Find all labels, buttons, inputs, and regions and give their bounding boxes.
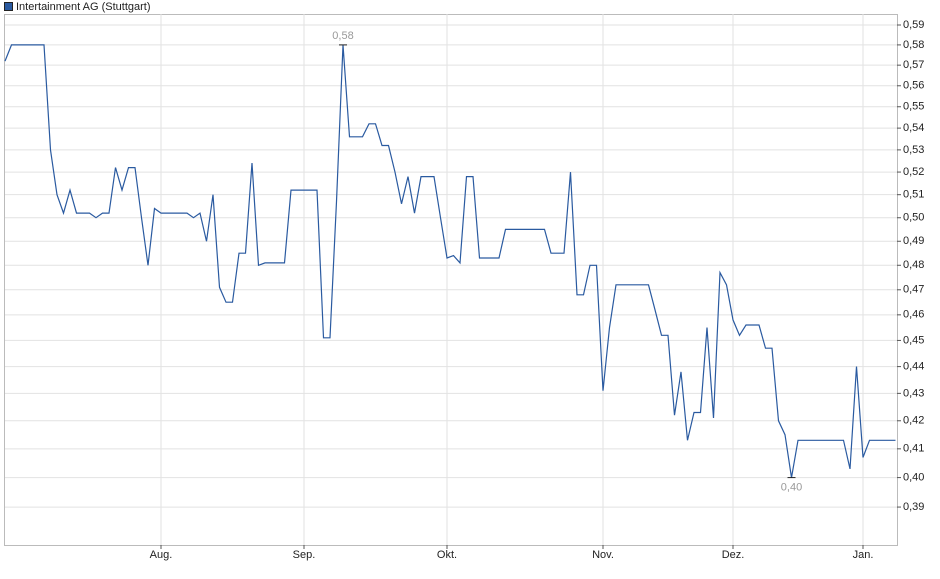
- value-label: 0,40: [781, 481, 802, 493]
- x-tick-label: Nov.: [592, 549, 614, 561]
- y-tick-label: 0,59: [903, 19, 924, 31]
- x-tick-label: Aug.: [150, 549, 173, 561]
- legend-label: Intertainment AG (Stuttgart): [16, 1, 151, 13]
- y-tick-label: 0,44: [903, 361, 924, 373]
- y-tick-label: 0,56: [903, 80, 924, 92]
- y-tick-label: 0,42: [903, 415, 924, 427]
- y-tick-label: 0,48: [903, 259, 924, 271]
- y-tick-label: 0,57: [903, 59, 924, 71]
- y-tick-label: 0,45: [903, 334, 924, 346]
- price-line: [4, 44, 896, 478]
- plot-frame: [4, 14, 898, 546]
- x-tick-label: Sep.: [293, 549, 316, 561]
- x-tick-label: Jan.: [853, 549, 874, 561]
- y-tick-label: 0,40: [903, 471, 924, 483]
- y-tick-label: 0,54: [903, 122, 924, 134]
- y-tick-label: 0,55: [903, 101, 924, 113]
- y-tick-label: 0,46: [903, 309, 924, 321]
- y-tick-label: 0,47: [903, 284, 924, 296]
- x-tick-label: Dez.: [722, 549, 745, 561]
- y-tick-label: 0,49: [903, 235, 924, 247]
- legend-swatch: [4, 2, 13, 11]
- y-tick-label: 0,39: [903, 501, 924, 513]
- y-tick-label: 0,50: [903, 212, 924, 224]
- value-label: 0,58: [332, 30, 353, 42]
- x-tick-label: Okt.: [437, 549, 457, 561]
- y-tick-label: 0,52: [903, 166, 924, 178]
- y-tick-label: 0,53: [903, 144, 924, 156]
- y-tick-label: 0,41: [903, 443, 924, 455]
- y-tick-label: 0,51: [903, 189, 924, 201]
- y-tick-label: 0,43: [903, 387, 924, 399]
- y-tick-label: 0,58: [903, 39, 924, 51]
